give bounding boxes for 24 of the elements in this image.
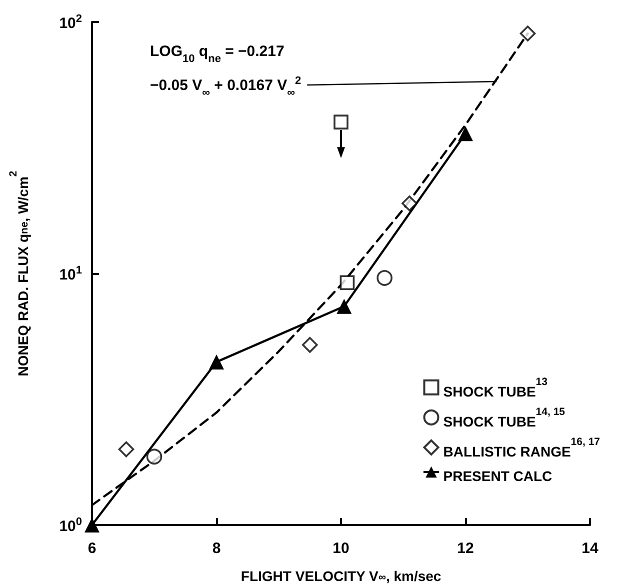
- point: [520, 26, 536, 42]
- x-tick-label: 6: [88, 540, 96, 557]
- x-tick-label: 10: [332, 540, 350, 557]
- annotation: LOG$_{10}$ q$_{ne}$ = −0.217: [150, 43, 284, 65]
- point: [334, 114, 348, 130]
- point: [146, 448, 162, 465]
- point: [118, 441, 134, 458]
- x-tick-label: 12: [457, 540, 474, 557]
- y-tick-label: 10$^{2}$: [59, 13, 82, 32]
- point: [402, 195, 418, 212]
- x-axis-title: FLIGHT VELOCITY V∞, km/sec: [240, 568, 442, 584]
- y-tick-label: 10$^{1}$: [59, 264, 82, 284]
- legend-label: PRESENT CALC: [443, 468, 552, 484]
- point: [302, 337, 318, 353]
- point: [458, 126, 473, 142]
- x-tick-label: 14: [582, 540, 599, 557]
- y-axis-title: NONEQ RAD. FLUX qne, W/cm2: [8, 170, 31, 376]
- point: [376, 270, 392, 286]
- x-tick-label: 8: [212, 540, 221, 557]
- y-tick-label: 10$^{0}$: [59, 516, 82, 535]
- point: [340, 275, 355, 290]
- point: [336, 298, 352, 314]
- point: [209, 354, 224, 370]
- point: [84, 518, 100, 532]
